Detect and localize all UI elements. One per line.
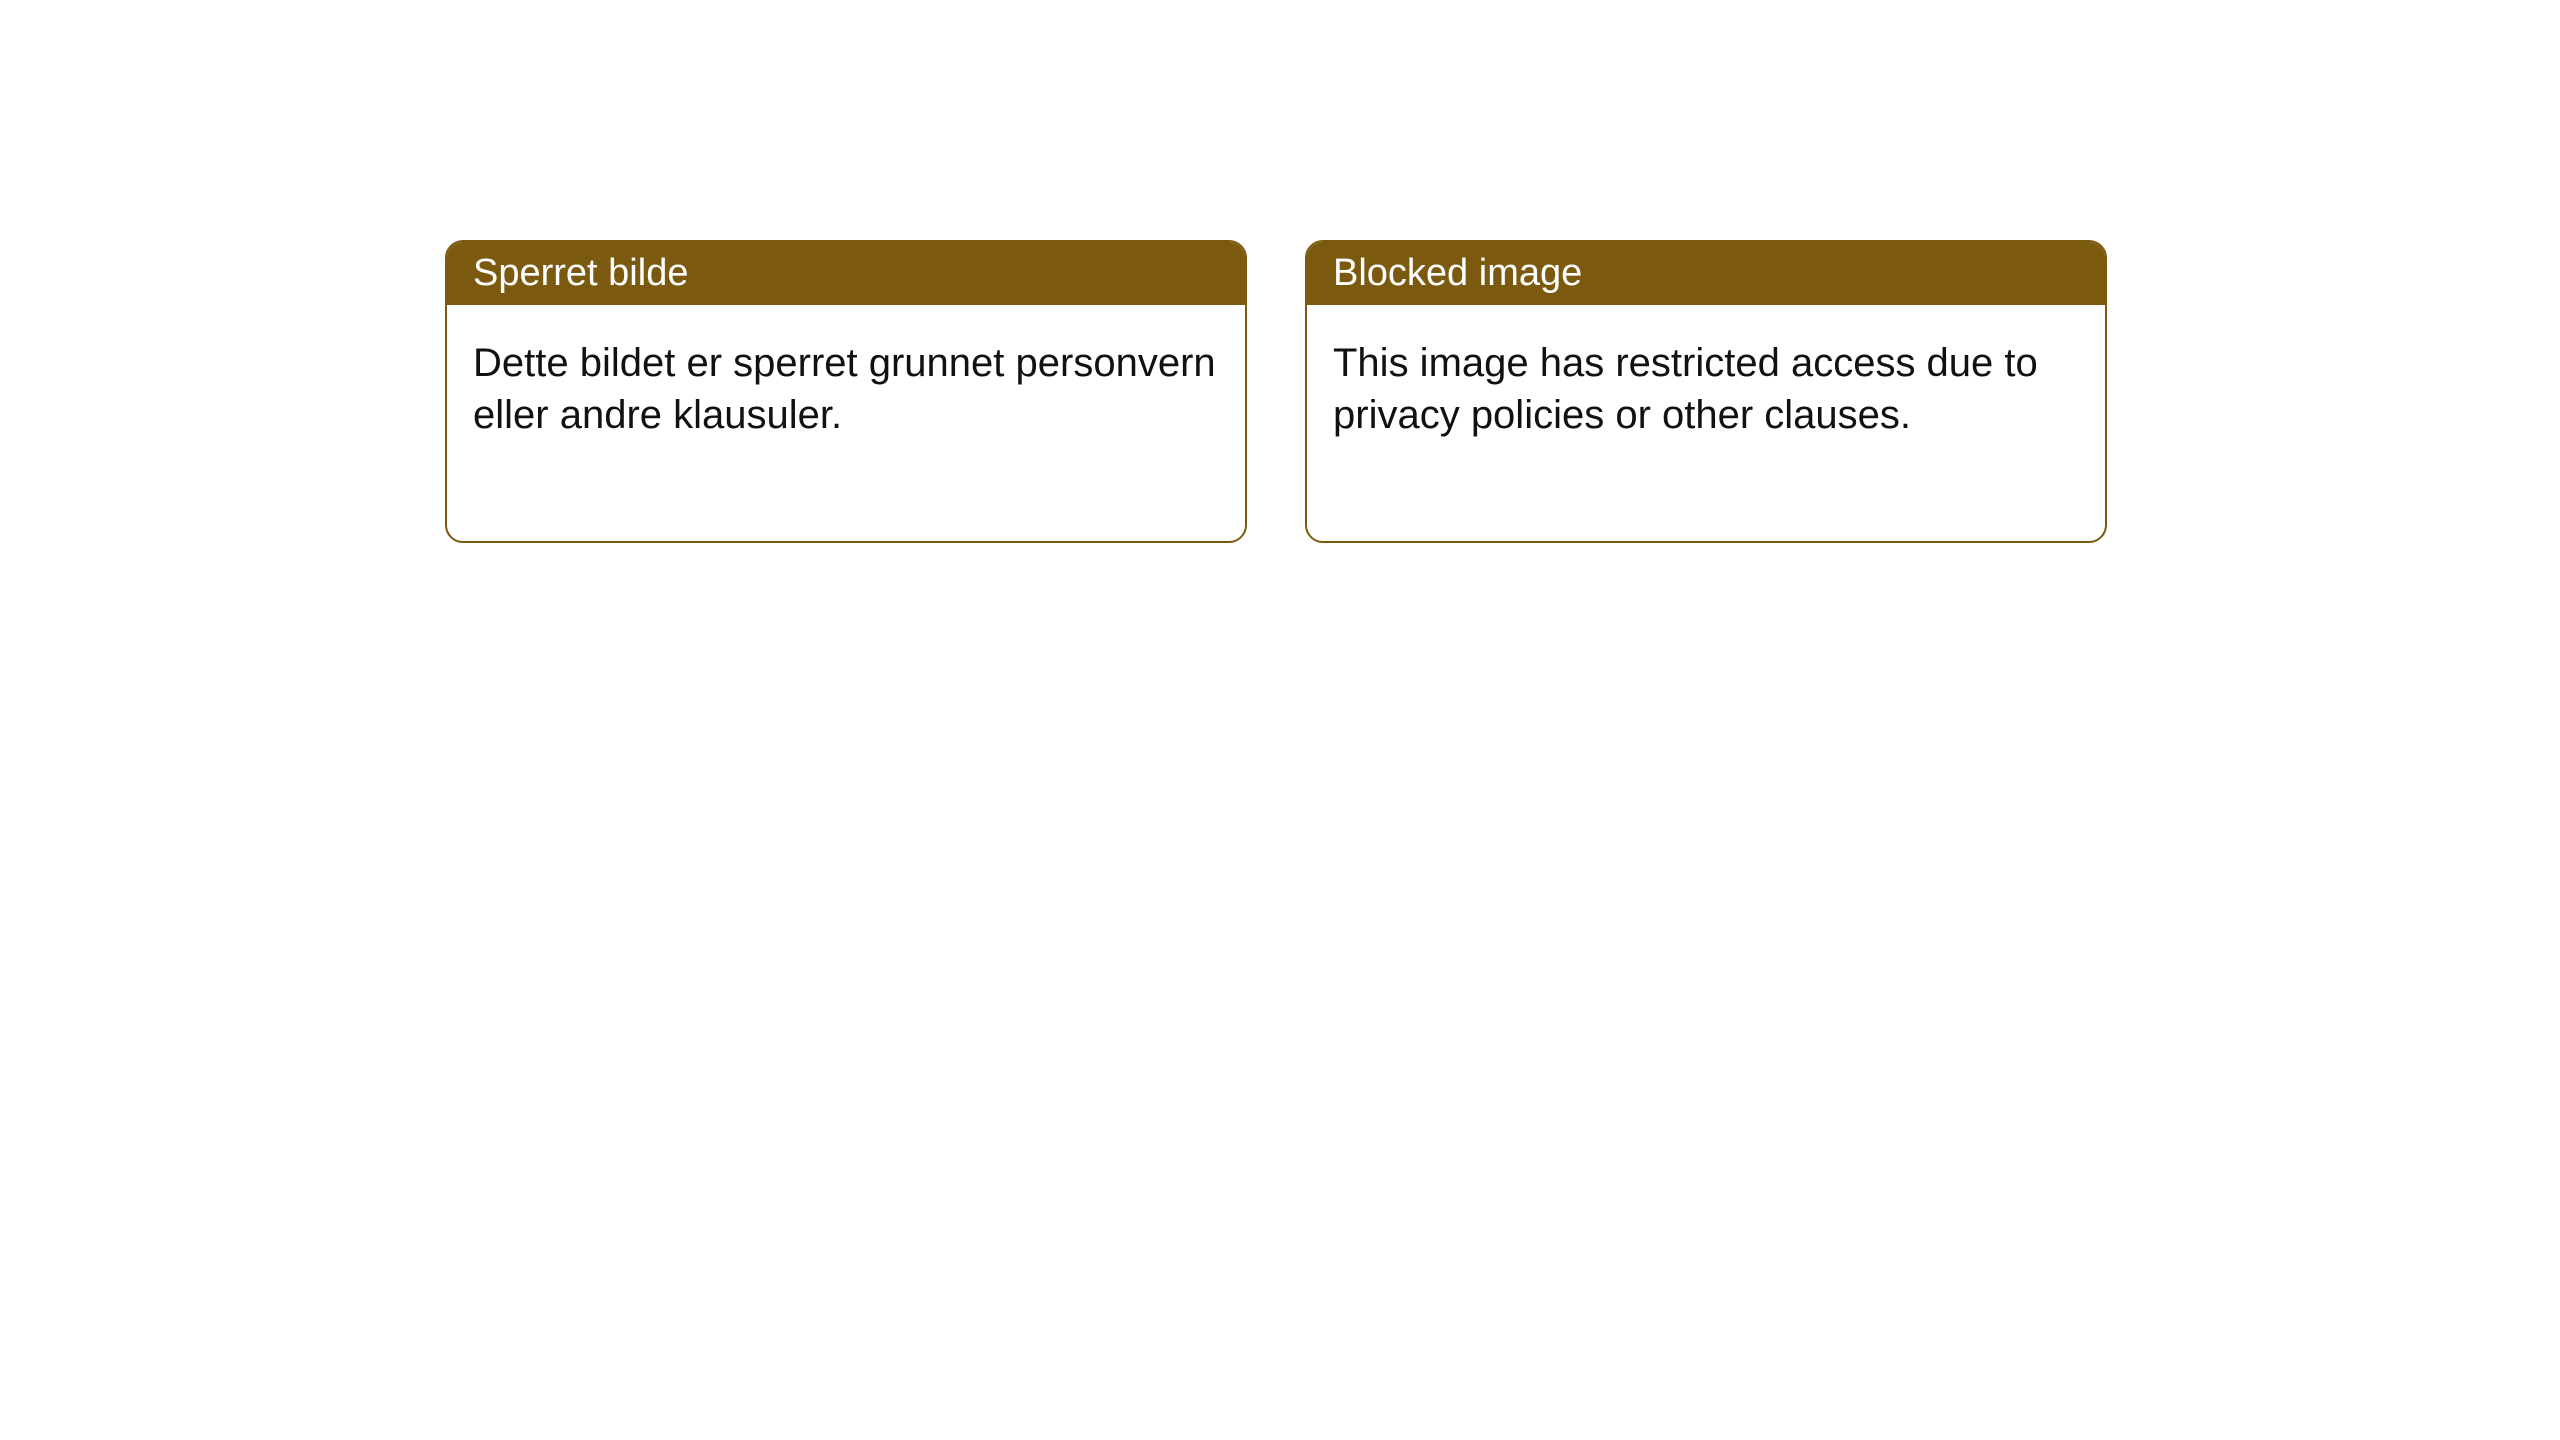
notice-title: Blocked image bbox=[1333, 252, 1582, 294]
notice-container: Sperret bilde Dette bildet er sperret gr… bbox=[445, 240, 2107, 543]
notice-message: This image has restricted access due to … bbox=[1333, 341, 2038, 437]
notice-header: Sperret bilde bbox=[447, 242, 1245, 305]
notice-box-norwegian: Sperret bilde Dette bildet er sperret gr… bbox=[445, 240, 1247, 543]
notice-body: This image has restricted access due to … bbox=[1307, 305, 2105, 541]
notice-box-english: Blocked image This image has restricted … bbox=[1305, 240, 2107, 543]
notice-title: Sperret bilde bbox=[473, 252, 688, 294]
notice-message: Dette bildet er sperret grunnet personve… bbox=[473, 341, 1216, 437]
notice-body: Dette bildet er sperret grunnet personve… bbox=[447, 305, 1245, 541]
notice-header: Blocked image bbox=[1307, 242, 2105, 305]
